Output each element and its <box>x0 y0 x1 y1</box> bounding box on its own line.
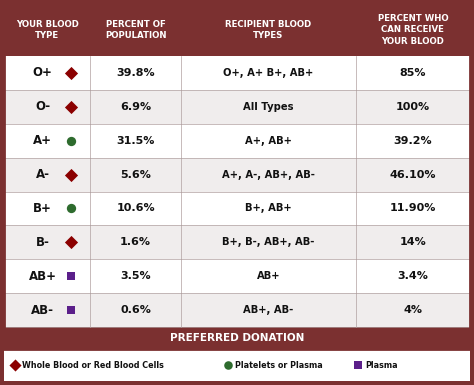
Bar <box>4 157 470 191</box>
Text: 46.10%: 46.10% <box>390 169 436 179</box>
Bar <box>4 4 470 349</box>
Text: 1.6%: 1.6% <box>120 237 151 247</box>
Text: 100%: 100% <box>396 102 430 112</box>
Text: 39.8%: 39.8% <box>116 68 155 78</box>
Point <box>67 239 75 245</box>
Text: B-: B- <box>36 236 50 249</box>
Text: A+, AB+: A+, AB+ <box>245 136 292 146</box>
Text: 11.90%: 11.90% <box>390 203 436 213</box>
Text: O+: O+ <box>33 67 53 79</box>
Text: 4%: 4% <box>403 305 422 315</box>
Point <box>67 273 75 279</box>
Text: 5.6%: 5.6% <box>120 169 151 179</box>
Bar <box>4 4 470 56</box>
Text: AB+: AB+ <box>257 271 280 281</box>
Text: B+: B+ <box>33 202 52 215</box>
Point <box>67 307 75 313</box>
Text: PREFERRED DONATION: PREFERRED DONATION <box>170 333 304 343</box>
Text: AB+: AB+ <box>29 270 57 283</box>
Text: B+, B-, AB+, AB-: B+, B-, AB+, AB- <box>222 237 315 247</box>
Text: All Types: All Types <box>243 102 294 112</box>
Bar <box>4 90 470 124</box>
Text: 0.6%: 0.6% <box>120 305 151 315</box>
Text: 6.9%: 6.9% <box>120 102 151 112</box>
Text: YOUR BLOOD
TYPE: YOUR BLOOD TYPE <box>16 20 79 40</box>
Point <box>224 362 232 368</box>
Text: A+: A+ <box>33 134 52 147</box>
Point <box>67 205 75 211</box>
Text: 14%: 14% <box>400 237 426 247</box>
Bar <box>4 56 470 90</box>
Text: 10.6%: 10.6% <box>116 203 155 213</box>
Text: AB+, AB-: AB+, AB- <box>243 305 293 315</box>
Text: 31.5%: 31.5% <box>117 136 155 146</box>
Bar <box>4 349 470 381</box>
Text: Whole Blood or Red Blood Cells: Whole Blood or Red Blood Cells <box>22 360 164 370</box>
Text: PERCENT OF
POPULATION: PERCENT OF POPULATION <box>105 20 166 40</box>
Bar <box>4 191 470 225</box>
Text: A+, A-, AB+, AB-: A+, A-, AB+, AB- <box>222 169 315 179</box>
Text: O+, A+ B+, AB+: O+, A+ B+, AB+ <box>223 68 314 78</box>
Text: 85%: 85% <box>400 68 426 78</box>
Text: Plasma: Plasma <box>365 360 398 370</box>
Text: 3.4%: 3.4% <box>398 271 428 281</box>
Point <box>67 104 75 110</box>
Text: AB-: AB- <box>31 303 55 316</box>
Text: B+, AB+: B+, AB+ <box>245 203 292 213</box>
Text: O-: O- <box>35 100 50 113</box>
Text: 39.2%: 39.2% <box>393 136 432 146</box>
Text: Platelets or Plasma: Platelets or Plasma <box>235 360 323 370</box>
Bar <box>4 124 470 157</box>
Point <box>11 362 19 368</box>
Bar <box>4 327 470 349</box>
Point <box>67 171 75 177</box>
Point <box>355 362 362 368</box>
Text: 3.5%: 3.5% <box>120 271 151 281</box>
Text: A-: A- <box>36 168 50 181</box>
Bar <box>4 259 470 293</box>
Text: PERCENT WHO
CAN RECEIVE
YOUR BLOOD: PERCENT WHO CAN RECEIVE YOUR BLOOD <box>378 14 448 45</box>
Bar <box>4 225 470 259</box>
Bar <box>4 293 470 327</box>
Point <box>67 70 75 76</box>
Text: RECIPIENT BLOOD
TYPES: RECIPIENT BLOOD TYPES <box>225 20 311 40</box>
Point <box>67 137 75 144</box>
